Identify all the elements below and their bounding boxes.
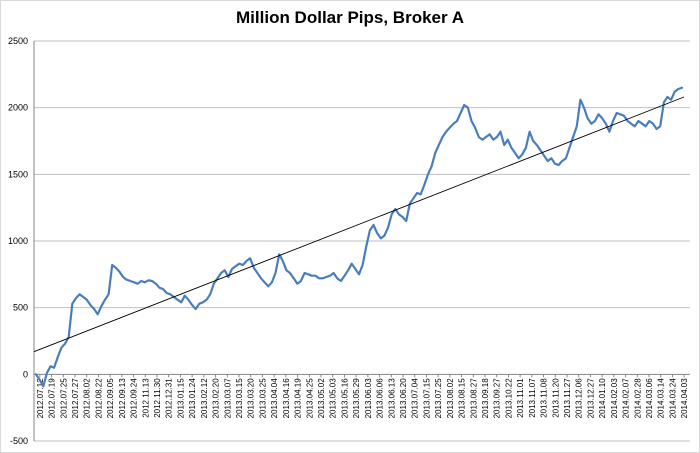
x-tick-label: 2014.03.24 <box>668 378 677 419</box>
x-tick-label: 2013.08.02 <box>446 378 455 419</box>
x-tick-label: 2013.06.13 <box>387 378 396 419</box>
axes <box>33 41 690 441</box>
x-tick-label: 2013.01.15 <box>176 378 185 419</box>
x-tick-label: 2013.11.27 <box>563 378 572 418</box>
x-tick-label: 2012.11.13 <box>141 378 150 418</box>
x-tick-label: 2013.05.02 <box>317 378 326 419</box>
x-tick-label: 2013.11.08 <box>540 378 549 418</box>
y-tick-labels: -500 0 500 1000 1500 2000 2500 <box>8 36 28 446</box>
y-tick-label: 0 <box>23 369 28 379</box>
x-tick-label: 2013.02.20 <box>212 378 221 419</box>
y-tick-label: 2000 <box>8 103 28 113</box>
x-tick-label: 2013.08.15 <box>458 378 467 419</box>
x-tick-label: 2014.02.07 <box>622 378 631 419</box>
x-tick-label: 2013.08.27 <box>469 378 478 419</box>
x-tick-label: 2012.12.31 <box>165 378 174 419</box>
y-tick-label: 2500 <box>8 36 28 46</box>
trend-line <box>33 96 685 353</box>
y-tick-label: 1500 <box>8 169 28 179</box>
x-tick-label: 2013.05.03 <box>329 378 338 419</box>
x-tick-label: 2012.07.27 <box>71 378 80 419</box>
x-tick-label: 2013.04.16 <box>282 378 291 419</box>
x-tick-label: 2013.07.25 <box>434 378 443 419</box>
x-tick-label: 2013.12.06 <box>575 378 584 419</box>
x-tick-label: 2012.09.05 <box>106 378 115 419</box>
x-tick-label: 2012.11.30 <box>153 378 162 418</box>
x-tick-label: 2013.09.27 <box>493 378 502 419</box>
x-tick-label: 2013.03.20 <box>247 378 256 419</box>
x-tick-label: 2012.07.12 <box>36 378 45 419</box>
y-tick-label: 500 <box>13 303 28 313</box>
x-tick-label: 2012.09.13 <box>118 378 127 419</box>
x-tick-label: 2014.02.28 <box>633 378 642 419</box>
x-tick-label: 2013.04.25 <box>305 378 314 419</box>
x-tick-label: 2014.02.03 <box>610 378 619 419</box>
y-tick-label: -500 <box>10 436 28 446</box>
x-tick-label: 2013.05.29 <box>352 378 361 419</box>
x-tick-labels: 2012.07.12 2012.07.19 2012.07.25 2012.07.27… <box>36 378 689 419</box>
x-tick-label: 2013.06.06 <box>376 378 385 419</box>
x-tick-label: 2013.12.27 <box>586 378 595 419</box>
x-tick-label: 2013.04.19 <box>294 378 303 419</box>
x-tick-label: 2013.04.04 <box>270 378 279 419</box>
x-tick-label: 2013.03.07 <box>223 378 232 419</box>
gridlines <box>34 40 690 442</box>
x-tick-label: 2013.03.25 <box>258 378 267 419</box>
x-tick-label: 2012.09.24 <box>130 378 139 419</box>
x-tick-label: 2013.03.15 <box>235 378 244 419</box>
x-tick-label: 2012.07.25 <box>59 378 68 419</box>
x-tick-label: 2013.11.20 <box>551 378 560 418</box>
x-tick-label: 2012.07.19 <box>48 378 57 419</box>
x-tick-label: 2013.05.16 <box>340 378 349 419</box>
x-tick-label: 2013.11.01 <box>516 378 525 418</box>
x-tick-label: 2013.02.12 <box>200 378 209 419</box>
y-tick-label: 1000 <box>8 236 28 246</box>
x-tick-label: 2014.03.14 <box>657 378 666 419</box>
x-tick-label: 2013.10.22 <box>504 378 513 419</box>
chart-title: Million Dollar Pips, Broker A <box>236 8 464 27</box>
x-tick-label: 2013.07.15 <box>422 378 431 419</box>
x-tick-label: 2013.09.18 <box>481 378 490 419</box>
x-tick-label: 2013.06.20 <box>399 378 408 419</box>
x-tick-label: 2012.08.02 <box>83 378 92 419</box>
x-tick-label: 2013.06.03 <box>364 378 373 419</box>
series-lines <box>33 86 685 388</box>
x-tick-label: 2014.01.10 <box>598 378 607 419</box>
x-tick-label: 2012.08.22 <box>94 378 103 419</box>
x-tick-label: 2013.07.04 <box>411 378 420 419</box>
x-tick-label: 2013.11.07 <box>528 378 537 418</box>
x-tick-label: 2013.01.24 <box>188 378 197 419</box>
x-tick-label: 2014.03.06 <box>645 378 654 419</box>
series-line-equity <box>34 86 684 388</box>
x-tick-label: 2014.04.03 <box>680 378 689 419</box>
